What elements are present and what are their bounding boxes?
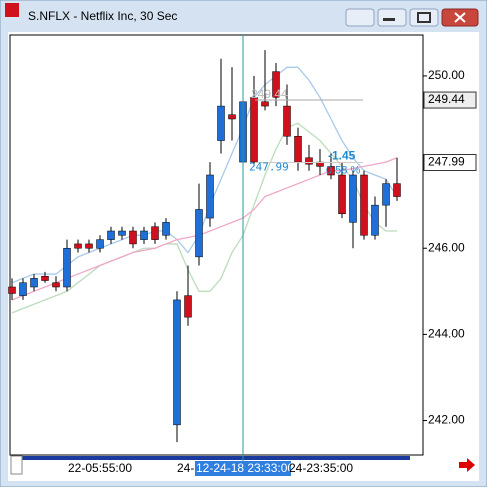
candle-body xyxy=(162,222,170,236)
candle-body xyxy=(228,114,236,120)
moving-average xyxy=(11,122,397,314)
candle-body xyxy=(184,295,192,318)
candle-body xyxy=(272,71,280,98)
y-tick-label: 244.00 xyxy=(428,327,465,341)
scrollbar[interactable] xyxy=(22,456,410,460)
candle-body xyxy=(8,286,16,294)
candle-body xyxy=(250,97,258,163)
scroll-right-arrow[interactable] xyxy=(459,458,475,472)
x-tick-label: 22-05:55:00 xyxy=(68,461,132,475)
candle-body xyxy=(393,183,401,197)
candle-body xyxy=(63,247,71,288)
time-highlight xyxy=(195,461,291,476)
candle-body xyxy=(338,174,346,215)
candle-body xyxy=(52,282,60,288)
x-tick-label: 24- xyxy=(177,461,194,475)
plot-area xyxy=(9,34,424,456)
candle-body xyxy=(74,243,82,249)
price-label: 249.44 xyxy=(428,92,465,106)
maximize-icon xyxy=(417,12,431,23)
candle-body xyxy=(206,174,214,219)
candle-body xyxy=(30,278,38,288)
window-title: S.NFLX - Netflix Inc, 30 Sec xyxy=(28,9,177,23)
scroll-handle[interactable] xyxy=(10,455,23,475)
maximize-button[interactable] xyxy=(409,8,439,27)
candle-body xyxy=(107,230,115,240)
measure-to: 247.99 xyxy=(249,161,289,174)
candle-body xyxy=(85,243,93,249)
candle-body xyxy=(261,101,269,107)
candle-body xyxy=(151,226,159,240)
x-tick-label: 12-24-18 23:33:00 xyxy=(196,461,294,475)
minimize-button[interactable] xyxy=(377,8,407,27)
candle-body xyxy=(96,239,104,249)
candle-body xyxy=(217,105,225,141)
candle-body xyxy=(195,209,203,258)
price-label-box xyxy=(423,154,477,172)
candle-body xyxy=(41,275,49,281)
measure-from: 249.44 xyxy=(251,87,288,101)
candle-body xyxy=(327,166,335,176)
candle-body xyxy=(305,157,313,165)
candle-body xyxy=(283,105,291,137)
price-label: 247.99 xyxy=(428,155,465,169)
candle-body xyxy=(382,183,390,206)
y-tick-label: 250.00 xyxy=(428,68,465,82)
price-label-box xyxy=(423,91,477,109)
candle-body xyxy=(173,299,181,426)
link-button[interactable] xyxy=(345,8,375,27)
candle-body xyxy=(19,282,27,296)
candle-body xyxy=(129,230,137,245)
candle-body xyxy=(371,204,379,236)
candle-body xyxy=(118,230,126,236)
y-tick-label: 246.00 xyxy=(428,240,465,254)
x-tick-label: 24-23:35:00 xyxy=(289,461,353,475)
measure-percent: 0.58 % xyxy=(326,164,360,176)
moving-average xyxy=(11,66,398,284)
measure-change: -1.45 xyxy=(328,149,356,163)
app-icon xyxy=(5,3,19,17)
candle-body xyxy=(294,135,302,163)
minimize-icon xyxy=(383,18,395,21)
candle-body xyxy=(140,230,148,240)
candle-body xyxy=(349,174,357,223)
candle-body xyxy=(360,174,368,236)
close-icon xyxy=(454,12,466,23)
y-tick-label: 242.00 xyxy=(428,413,465,427)
